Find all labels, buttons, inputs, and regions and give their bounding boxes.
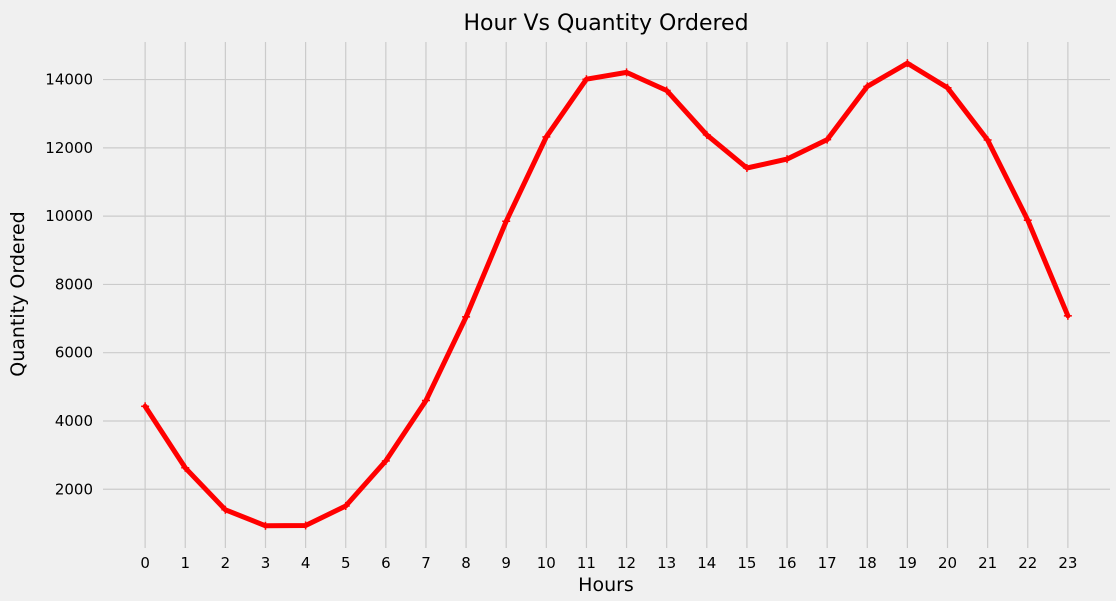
data-point-marker	[983, 135, 992, 144]
x-axis-label: Hours	[578, 574, 634, 596]
data-point-marker	[662, 86, 671, 95]
data-point-marker	[381, 456, 390, 465]
series-line	[142, 60, 1071, 529]
data-point-marker	[221, 505, 230, 514]
chart-title: Hour Vs Quantity Ordered	[463, 11, 748, 36]
x-tick-label: 1	[180, 554, 190, 572]
x-tick-label: 6	[381, 554, 391, 572]
x-tick-label: 19	[898, 554, 917, 572]
data-point-marker	[943, 83, 952, 92]
data-point-marker	[261, 521, 270, 530]
x-tick-label: 11	[577, 554, 596, 572]
x-tick-label: 14	[697, 554, 716, 572]
data-point-marker	[462, 312, 471, 321]
x-tick-label: 15	[737, 554, 756, 572]
x-tick-label: 12	[617, 554, 636, 572]
data-point-marker	[341, 502, 350, 511]
data-point-marker	[742, 163, 751, 172]
x-tick-label: 17	[818, 554, 837, 572]
x-tick-label: 5	[341, 554, 351, 572]
data-point-marker	[783, 155, 792, 164]
y-tick-label: 2000	[55, 480, 93, 498]
x-tick-label: 20	[938, 554, 957, 572]
x-tick-label: 18	[858, 554, 877, 572]
data-point-marker	[863, 82, 872, 91]
y-axis-label: Quantity Ordered	[7, 211, 29, 376]
data-point-marker	[823, 135, 832, 144]
data-point-marker	[622, 68, 631, 77]
data-point-marker	[181, 463, 190, 472]
series-layer	[141, 59, 1072, 530]
x-tick-label: 7	[421, 554, 431, 572]
data-point-marker	[502, 217, 511, 226]
x-tick-label: 22	[1018, 554, 1037, 572]
data-point-marker	[542, 132, 551, 141]
tick-labels: 0 1 2 3 4 5 6 7 8 9 10 11 12 13 14 15 16 17 18 19 20 21 22 2320…	[45, 71, 1077, 572]
x-tick-label: 13	[657, 554, 676, 572]
data-point-marker	[903, 59, 912, 68]
x-tick-label: 9	[501, 554, 511, 572]
x-tick-label: 8	[461, 554, 471, 572]
grid-lines	[103, 42, 1110, 548]
y-tick-label: 10000	[45, 207, 93, 225]
x-tick-label: 4	[301, 554, 311, 572]
x-tick-label: 10	[537, 554, 556, 572]
data-point-marker	[141, 402, 150, 411]
data-point-marker	[702, 130, 711, 139]
x-tick-label: 2	[221, 554, 231, 572]
data-point-marker	[1063, 311, 1072, 320]
x-tick-label: 23	[1058, 554, 1077, 572]
data-point-marker	[301, 521, 310, 530]
data-point-marker	[582, 75, 591, 84]
x-tick-label: 3	[261, 554, 271, 572]
data-point-marker	[421, 396, 430, 405]
y-tick-label: 14000	[45, 71, 93, 89]
x-tick-label: 16	[777, 554, 796, 572]
data-point-marker	[1023, 216, 1032, 225]
y-tick-label: 12000	[45, 139, 93, 157]
x-tick-label: 21	[978, 554, 997, 572]
x-tick-label: 0	[140, 554, 150, 572]
y-tick-label: 8000	[55, 275, 93, 293]
y-tick-label: 4000	[55, 412, 93, 430]
y-tick-label: 6000	[55, 344, 93, 362]
